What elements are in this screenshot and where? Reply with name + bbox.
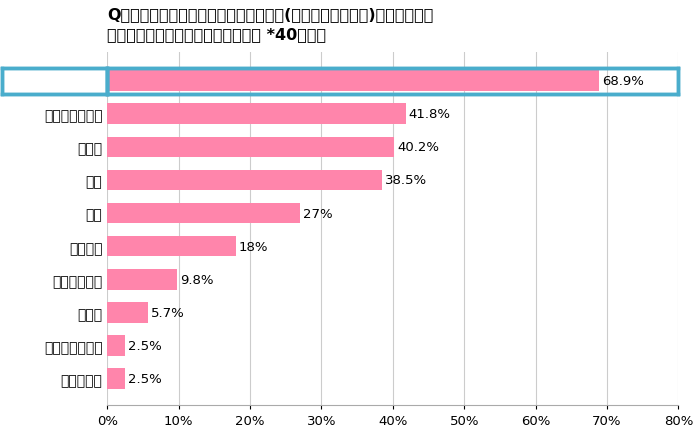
Bar [107,71,599,92]
Text: Qお風呂の中で使用するトリートメント(コンディショナー)を選ぶときに
　気にしていることはありますか？ *40代女性: Qお風呂の中で使用するトリートメント(コンディショナー)を選ぶときに 気にしてい… [107,7,434,42]
Bar [107,335,125,356]
Text: 5.7%: 5.7% [151,306,185,319]
Bar [107,368,125,389]
FancyBboxPatch shape [1,69,107,94]
Text: 40.2%: 40.2% [397,141,439,154]
Text: 18%: 18% [239,240,268,253]
Text: 2.5%: 2.5% [128,372,162,385]
Bar [107,104,406,125]
Text: 9.8%: 9.8% [180,273,214,286]
Bar [107,237,236,257]
Text: 41.8%: 41.8% [409,108,451,121]
Text: 68.9%: 68.9% [602,75,644,88]
Bar [107,137,394,158]
Text: 2.5%: 2.5% [128,339,162,352]
Bar [107,170,382,191]
Bar [107,204,300,224]
Bar [107,302,148,323]
Text: 27%: 27% [303,207,332,220]
Bar [107,270,177,290]
Text: 38.5%: 38.5% [385,174,427,187]
